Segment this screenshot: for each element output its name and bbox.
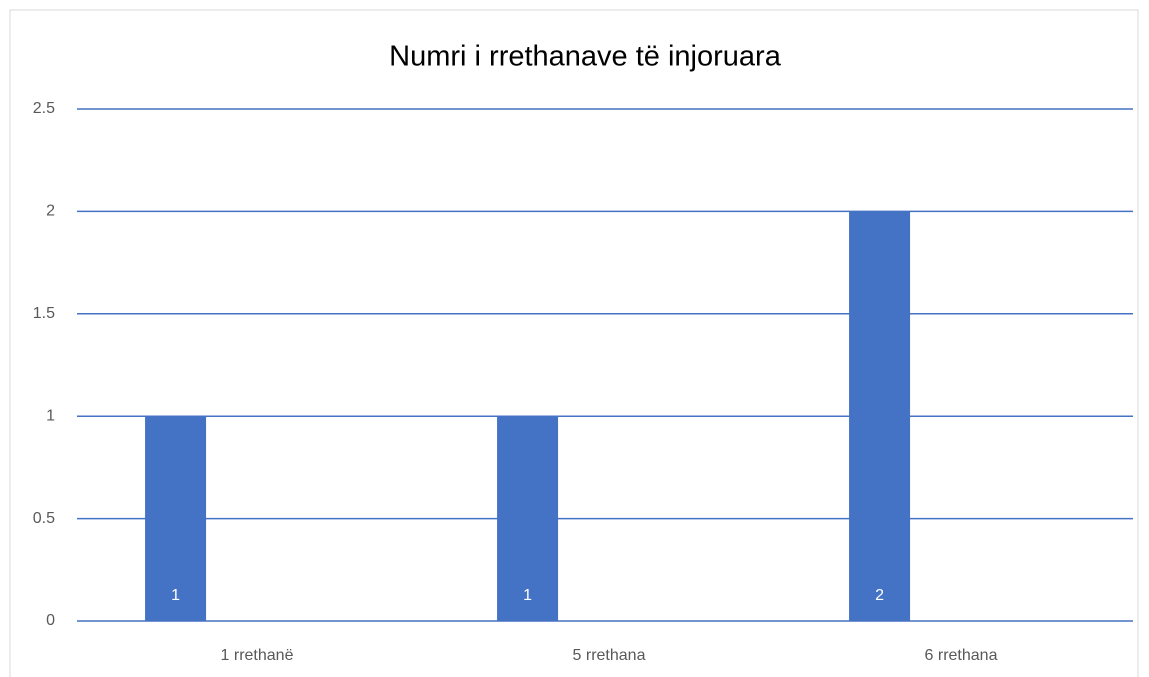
data-label: 1 xyxy=(523,587,532,604)
y-tick-label: 2 xyxy=(46,203,55,220)
x-tick-label: 1 rrethanë xyxy=(221,647,294,664)
bar xyxy=(497,416,559,621)
x-tick-label: 5 rrethana xyxy=(573,647,646,664)
chart-title: Numri i rrethanave të injoruara xyxy=(389,41,782,73)
data-label: 1 xyxy=(171,587,180,604)
x-tick-label: 6 rrethana xyxy=(925,647,998,664)
y-tick-label: 1 xyxy=(46,407,55,424)
data-label: 2 xyxy=(875,587,884,604)
y-tick-label: 0 xyxy=(46,612,55,629)
bar xyxy=(145,416,207,621)
y-tick-label: 1.5 xyxy=(33,305,55,322)
bar xyxy=(849,211,911,621)
y-tick-label: 2.5 xyxy=(33,100,55,117)
y-tick-label: 0.5 xyxy=(33,510,55,527)
